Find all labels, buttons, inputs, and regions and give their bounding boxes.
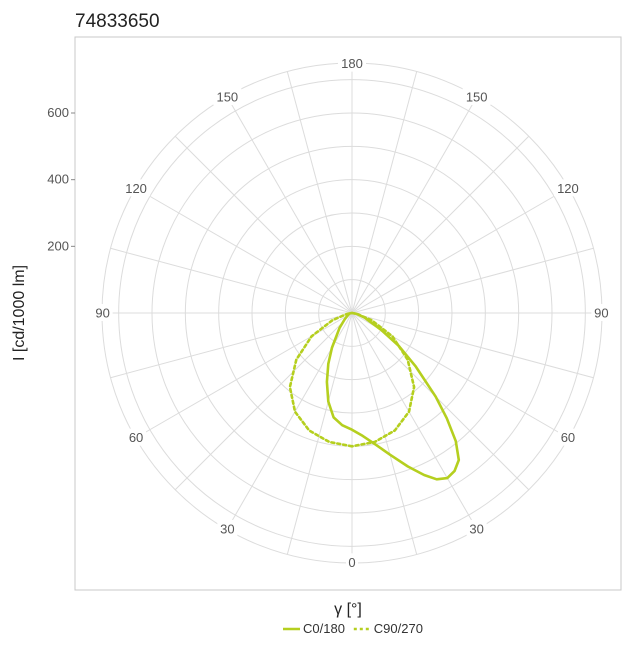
- chart-title: 74833650: [75, 11, 160, 32]
- grid-spoke: [351, 312, 594, 379]
- legend: C0/180 C90/270: [283, 621, 423, 636]
- plot-panel: [74, 36, 622, 591]
- grid-spoke: [174, 312, 353, 491]
- angle-label: 60: [561, 430, 575, 445]
- grid-spoke: [351, 96, 478, 314]
- y-axis-title: I [cd/1000 lm]: [11, 265, 28, 361]
- series-layer: [288, 311, 461, 481]
- grid-spoke: [135, 187, 353, 314]
- angle-label-bg: [92, 304, 113, 321]
- angle-label: 0: [348, 555, 355, 570]
- angle-label-bg: [557, 428, 578, 446]
- series-line-1: [325, 311, 461, 481]
- angle-label-bg: [346, 553, 358, 571]
- grid-spoke: [351, 312, 418, 555]
- angle-label-bg: [122, 179, 151, 197]
- grid-spoke: [351, 312, 478, 530]
- angle-label: 90: [594, 306, 608, 321]
- angle-label-bg: [553, 179, 582, 197]
- r-tick-label: 400: [47, 172, 69, 187]
- angle-label: 90: [95, 306, 109, 321]
- angle-labels: 0 30 60 90 120 150 180 150 120 90 60 30: [92, 54, 612, 571]
- angle-label-bg: [217, 519, 238, 537]
- angle-label-bg: [591, 304, 612, 321]
- grid-spoke: [135, 312, 353, 439]
- angle-label: 150: [466, 90, 488, 105]
- legend-label-2: C90/270: [374, 621, 423, 636]
- grid-spoke: [110, 247, 353, 314]
- angle-label: 120: [125, 181, 147, 196]
- angle-label-bg: [462, 88, 491, 106]
- grid-spoke: [286, 312, 353, 555]
- grid-spoke: [351, 71, 418, 314]
- grid-spoke: [286, 71, 353, 314]
- grid-spoke: [351, 135, 530, 314]
- angle-label: 30: [220, 521, 234, 536]
- radial-tick-labels: 200 400 600: [47, 105, 75, 253]
- angle-label: 30: [469, 521, 483, 536]
- series-line-2: [288, 311, 416, 448]
- grid-spoke: [174, 135, 353, 314]
- grid-spoke: [351, 187, 569, 314]
- angle-label-bg: [338, 54, 366, 72]
- r-tick-label: 600: [47, 105, 69, 120]
- angle-label: 120: [557, 181, 579, 196]
- angle-label: 150: [216, 90, 238, 105]
- angle-label: 60: [129, 430, 143, 445]
- x-axis-title: γ [°]: [334, 601, 362, 618]
- angle-label-bg: [126, 428, 147, 446]
- grid-spoke: [226, 96, 353, 314]
- grid-spoke: [110, 312, 353, 379]
- r-tick-label: 200: [47, 238, 69, 253]
- legend-label-1: C0/180: [303, 621, 345, 636]
- grid-spoke: [351, 312, 530, 491]
- angle-label-bg: [466, 519, 487, 537]
- grid-spoke: [351, 247, 594, 314]
- angle-label: 180: [341, 56, 363, 71]
- angle-label-bg: [213, 88, 242, 106]
